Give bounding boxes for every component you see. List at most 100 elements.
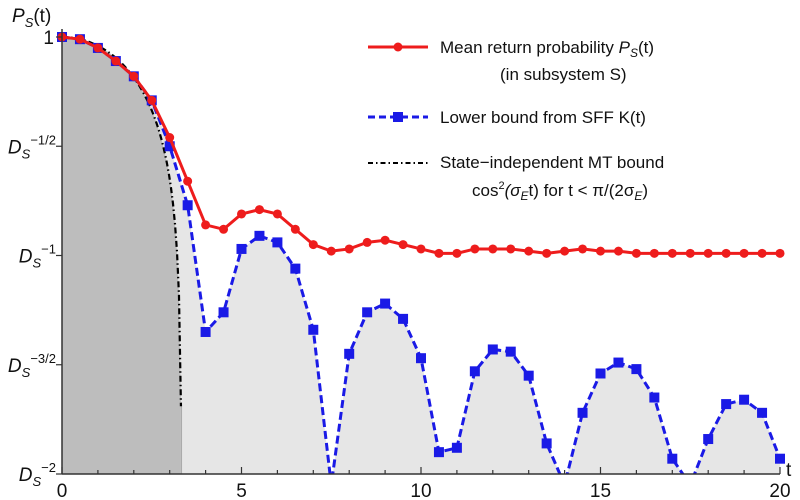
return-probability-data-point (219, 224, 229, 234)
sff-data-point (308, 324, 319, 335)
sff-data-point (164, 141, 175, 152)
return-probability-data-point (578, 244, 588, 254)
return-probability-data-point (380, 235, 390, 245)
y-tick-label: DS−1/2 (8, 132, 56, 161)
sff-data-point (200, 326, 211, 337)
return-probability-data-point (757, 248, 767, 258)
return-probability-data-point (703, 248, 713, 258)
return-probability-data-point (721, 248, 731, 258)
sff-data-point (236, 243, 247, 254)
mt-bound-curve (61, 35, 183, 407)
legend-item-return-probability: Mean return probability PS(t) (in subsys… (368, 38, 654, 84)
y-tick-label: DS−2 (19, 460, 56, 489)
sff-data-point (775, 453, 785, 464)
return-probability-data-point (685, 248, 695, 258)
return-probability-data-point (93, 43, 103, 53)
sff-data-point (613, 357, 624, 368)
sff-data-point (577, 407, 588, 418)
return-probability-data-point (254, 205, 264, 215)
sff-data-point (362, 307, 373, 318)
return-probability-data-point (470, 244, 480, 254)
x-tick-label: 0 (57, 481, 68, 500)
sff-data-point (631, 364, 642, 375)
y-tick-label: 1 (43, 28, 54, 49)
x-tick-label: 5 (236, 481, 247, 500)
sff-data-point (649, 392, 660, 403)
sff-data-point (703, 434, 714, 445)
return-probability-data-point (649, 248, 659, 258)
sff-data-point (344, 348, 355, 359)
x-axis-ticks: 0 5 10 15 20 (57, 467, 791, 500)
return-probability-data-point (631, 248, 641, 258)
sff-data-point (487, 344, 498, 355)
svg-text:cos2(σEt) for t < π/(2σE): cos2(σEt) for t < π/(2σE) (472, 180, 648, 203)
sff-data-point (218, 307, 229, 318)
return-probability-data-point (542, 248, 552, 258)
svg-text:(in subsystem S): (in subsystem S) (500, 65, 627, 84)
return-probability-data-point (596, 246, 605, 256)
x-axis-title: t (786, 460, 792, 481)
return-probability-data-point (667, 248, 677, 258)
return-probability-data-point (183, 176, 193, 186)
sff-data-point (451, 442, 462, 453)
return-probability-data-point (613, 246, 623, 256)
return-probability-data-point (506, 244, 516, 254)
return-probability-data-point (75, 34, 85, 44)
svg-text:State−independent MT bound: State−independent MT bound (440, 153, 664, 172)
return-probability-data-point (326, 246, 336, 256)
sff-data-point (182, 200, 193, 211)
return-probability-data-point (111, 56, 121, 66)
return-probability-data-point (560, 246, 570, 256)
return-probability-series (57, 32, 785, 258)
return-probability-data-point (290, 224, 300, 234)
sff-lower-bound-series (57, 32, 785, 474)
return-probability-data-point (398, 240, 408, 250)
sff-data-point (721, 399, 732, 410)
sff-data-point (739, 394, 750, 405)
legend-item-mt-bound: State−independent MT bound cos2(σEt) for… (368, 153, 664, 203)
legend-item-sff-bound: Lower bound from SFF K(t) (368, 108, 646, 127)
return-probability-data-point (416, 244, 426, 254)
return-probability-data-point (344, 244, 354, 254)
y-tick-label: DS−3/2 (8, 351, 56, 380)
square-marker-icon (393, 112, 403, 122)
return-probability-data-point (237, 209, 246, 219)
return-probability-data-point (452, 248, 462, 258)
return-probability-data-point (524, 246, 534, 256)
y-tick-label: DS−1 (19, 242, 56, 271)
x-tick-label: 10 (410, 481, 431, 500)
sff-data-point (290, 263, 301, 274)
sff-data-point (667, 453, 678, 464)
sff-data-point (254, 230, 265, 241)
shaded-regions (62, 37, 780, 474)
sff-data-point (398, 313, 409, 324)
legend: Mean return probability PS(t) (in subsys… (368, 38, 664, 203)
sff-data-point (433, 447, 444, 458)
return-probability-data-point (434, 248, 444, 258)
sff-data-point (757, 407, 768, 418)
return-probability-data-point (362, 237, 372, 247)
sff-data-point (595, 368, 606, 379)
return-probability-data-point (129, 71, 139, 81)
sff-data-point (523, 370, 534, 381)
return-probability-data-point (201, 220, 211, 230)
return-probability-data-point (488, 244, 498, 254)
svg-text:Mean return probability PS(t): Mean return probability PS(t) (440, 38, 654, 60)
x-tick-label: 15 (590, 481, 611, 500)
sff-data-point (416, 353, 426, 364)
y-axis-ticks: 1 DS−1/2 DS−1 DS−3/2 DS−2 (8, 28, 62, 489)
svg-text:Lower bound from SFF K(t): Lower bound from SFF K(t) (440, 108, 646, 127)
y-axis-title: PS(t) (12, 6, 51, 30)
return-probability-data-point (272, 209, 282, 219)
sff-data-point (541, 438, 552, 449)
sff-data-point (505, 346, 516, 357)
sff-data-point (380, 298, 391, 309)
circle-marker-icon (393, 42, 403, 52)
x-tick-label: 20 (769, 481, 790, 500)
return-probability-data-point (308, 240, 318, 250)
sff-data-point (272, 237, 283, 248)
return-probability-data-point (165, 133, 175, 143)
return-probability-data-point (739, 248, 749, 258)
sff-data-point (469, 366, 480, 377)
